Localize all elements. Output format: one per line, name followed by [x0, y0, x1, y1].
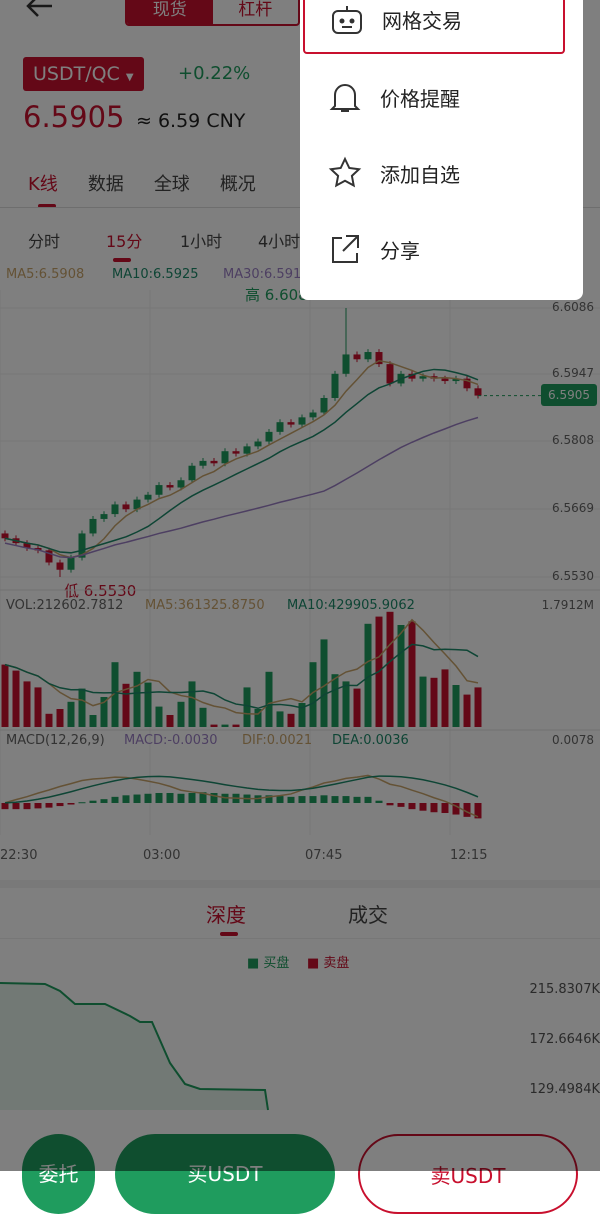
bell-icon	[329, 84, 361, 112]
menu-item-share[interactable]: 分享	[300, 214, 583, 284]
star-icon	[328, 156, 362, 188]
share-icon	[332, 235, 359, 263]
more-menu: 网格交易 价格提醒 添加自选 分享	[300, 0, 583, 300]
robot-icon	[332, 6, 362, 34]
menu-item-price-alert[interactable]: 价格提醒	[300, 62, 583, 132]
menu-item-grid-trading[interactable]: 网格交易	[303, 0, 565, 54]
menu-item-add-watchlist[interactable]: 添加自选	[300, 138, 583, 208]
